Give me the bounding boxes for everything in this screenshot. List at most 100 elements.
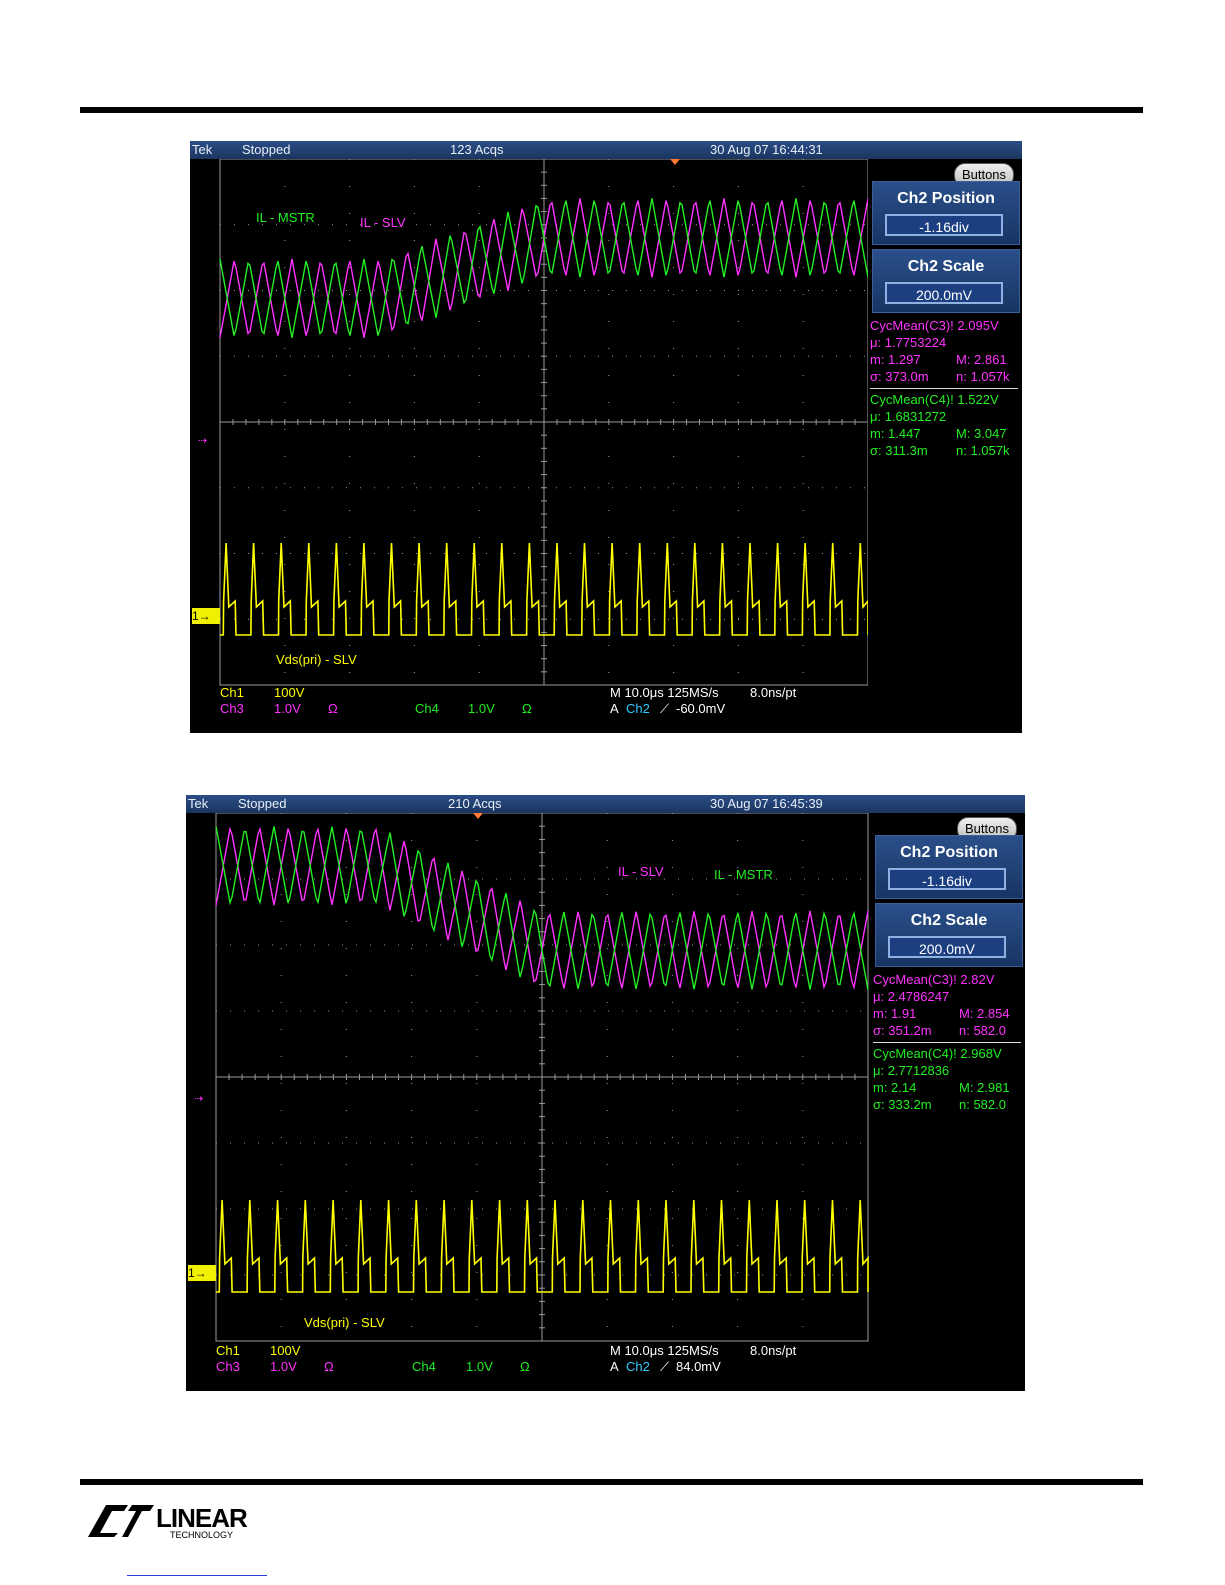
footer-link-underline [127,1575,267,1576]
menu-label: Ch2 Position [900,844,998,861]
meas-max: M: 2.861 [956,352,1007,367]
meas-sigma: σ: 333.2m [873,1097,932,1112]
waveform-display: ⇢ IL - SLV IL - MSTR Vds(pri) - SLV [194,813,869,1342]
trigger-channel: Ch2 [626,1359,650,1374]
ch4-waveform [219,198,869,338]
trace-label: IL - SLV [360,215,406,230]
trigger-slope-icon: ⟋ [660,701,670,716]
acq-count: 123 Acqs [450,142,504,157]
trigger-channel: Ch2 [626,701,650,716]
trace-label: Vds(pri) - SLV [276,652,357,667]
acq-status: Stopped [242,142,291,157]
datetime: 30 Aug 07 16:44:31 [710,142,823,157]
meas-count: n: 582.0 [959,1023,1006,1038]
meas-divider [870,388,1018,389]
brand-label: Tek [192,142,213,157]
meas-max: M: 2.854 [959,1006,1010,1021]
trigger-slope-icon: ⟋ [660,1359,670,1374]
meas-count: n: 1.057k [956,443,1010,458]
meas-max: M: 2.981 [959,1080,1010,1095]
meas-min: m: 1.91 [873,1006,917,1021]
meas-mean: μ: 2.4786247 [873,989,950,1004]
trigger-position-marker [670,159,680,165]
acq-status: Stopped [238,796,287,811]
ch4-label: Ch4 [415,701,439,716]
trace-label: IL - MSTR [256,210,315,225]
ground-ref-marker: ⇢ [194,1093,203,1105]
ch1-scale: 100V [274,685,305,700]
ch3-scale: 1.0V [270,1359,297,1374]
trace-label: Vds(pri) - SLV [304,1315,385,1330]
ch3-impedance: Ω [328,701,338,716]
ch3-label: Ch3 [216,1359,240,1374]
scope-status-bar: Tek Stopped 210 Acqs 30 Aug 07 16:45:39 [186,795,1025,813]
ch3-scale: 1.0V [274,701,301,716]
ch4-scale: 1.0V [468,701,495,716]
ch4-scale: 1.0V [466,1359,493,1374]
ch1-label: Ch1 [216,1343,240,1358]
menu-label: Ch2 Scale [907,258,985,275]
ch2-position-menu[interactable]: Ch2 Position -1.16div [875,835,1023,899]
meas-mean: μ: 1.7753224 [870,335,947,350]
meas-min: m: 1.447 [870,426,921,441]
ch2-scale-value[interactable]: 200.0mV [888,936,1006,958]
timebase: M 10.0μs 125MS/s [610,1343,719,1358]
ch1-waveform [220,542,869,636]
channel-readout: Ch1 100V Ch3 1.0V Ω Ch4 1.0V Ω M 10.0μs … [190,685,870,725]
top-rule [80,107,1143,113]
meas-title: CycMean(C3)! 2.82V [873,972,995,987]
meas-sigma: σ: 351.2m [873,1023,932,1038]
meas-mean: μ: 2.7712836 [873,1063,950,1078]
logo-subtext: TECHNOLOGY [170,1530,233,1540]
side-menu: Buttons Ch2 Position -1.16div Ch2 Scale … [871,813,1025,1391]
ch2-scale-menu[interactable]: Ch2 Scale 200.0mV [875,903,1023,967]
trigger-level: 84.0mV [676,1359,721,1374]
meas-count: n: 1.057k [956,369,1010,384]
channel-readout: Ch1 100V Ch3 1.0V Ω Ch4 1.0V Ω M 10.0μs … [186,1343,872,1383]
ch2-scale-value[interactable]: 200.0mV [885,282,1003,304]
waveform-display: ⇢ IL - MSTR IL - SLV Vds(pri) - SLV [198,159,869,686]
menu-label: Ch2 Position [897,190,995,207]
ch1-scale: 100V [270,1343,301,1358]
datetime: 30 Aug 07 16:45:39 [710,796,823,811]
meas-count: n: 582.0 [959,1097,1006,1112]
ch2-scale-menu[interactable]: Ch2 Scale 200.0mV [872,249,1020,313]
trigger-a: A [610,701,619,716]
menu-label: Ch2 Scale [910,912,988,929]
brand-label: Tek [188,796,209,811]
trace-label: IL - MSTR [714,867,773,882]
sample-rate: 8.0ns/pt [750,1343,797,1358]
ch2-position-value[interactable]: -1.16div [888,868,1006,890]
ch1-ground-marker[interactable]: 1→ [192,608,220,624]
ch1-waveform [216,1199,869,1293]
meas-max: M: 3.047 [956,426,1007,441]
ch4-label: Ch4 [412,1359,436,1374]
meas-sigma: σ: 373.0m [870,369,929,384]
lt-logo-mark [88,1505,154,1537]
linear-technology-logo: LINEAR TECHNOLOGY [88,1503,249,1540]
timebase: M 10.0μs 125MS/s [610,685,719,700]
sample-rate: 8.0ns/pt [750,685,797,700]
meas-title: CycMean(C4)! 2.968V [873,1046,1002,1061]
logo-wordmark: LINEAR [156,1503,248,1533]
meas-title: CycMean(C4)! 1.522V [870,392,999,407]
ch1-label: Ch1 [220,685,244,700]
trigger-level: -60.0mV [676,701,726,716]
scope-screenshot-1: Tek Stopped 123 Acqs 30 Aug 07 16:44:31 … [190,141,1022,733]
ch4-impedance: Ω [522,701,532,716]
ch2-position-menu[interactable]: Ch2 Position -1.16div [872,181,1020,245]
scope-screenshot-2: Tek Stopped 210 Acqs 30 Aug 07 16:45:39 … [186,795,1025,1391]
ch3-impedance: Ω [324,1359,334,1374]
ch3-label: Ch3 [220,701,244,716]
ch4-waveform [215,826,869,991]
trace-label: IL - SLV [618,864,664,879]
trigger-a: A [610,1359,619,1374]
ch1-ground-marker[interactable]: 1→ [188,1265,216,1281]
trigger-position-marker [473,813,483,819]
acq-count: 210 Acqs [448,796,502,811]
ch4-impedance: Ω [520,1359,530,1374]
meas-mean: μ: 1.6831272 [870,409,947,424]
ch2-position-value[interactable]: -1.16div [885,214,1003,236]
meas-min: m: 2.14 [873,1080,917,1095]
side-menu: Buttons Ch2 Position -1.16div Ch2 Scale … [868,159,1022,733]
